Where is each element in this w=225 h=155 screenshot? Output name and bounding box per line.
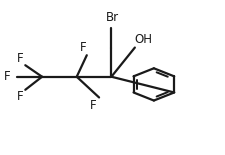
Text: F: F bbox=[90, 99, 97, 112]
Text: F: F bbox=[80, 41, 87, 54]
Text: F: F bbox=[16, 52, 23, 65]
Text: F: F bbox=[16, 90, 23, 103]
Text: OH: OH bbox=[135, 33, 153, 46]
Text: F: F bbox=[3, 70, 10, 83]
Text: Br: Br bbox=[106, 11, 119, 24]
